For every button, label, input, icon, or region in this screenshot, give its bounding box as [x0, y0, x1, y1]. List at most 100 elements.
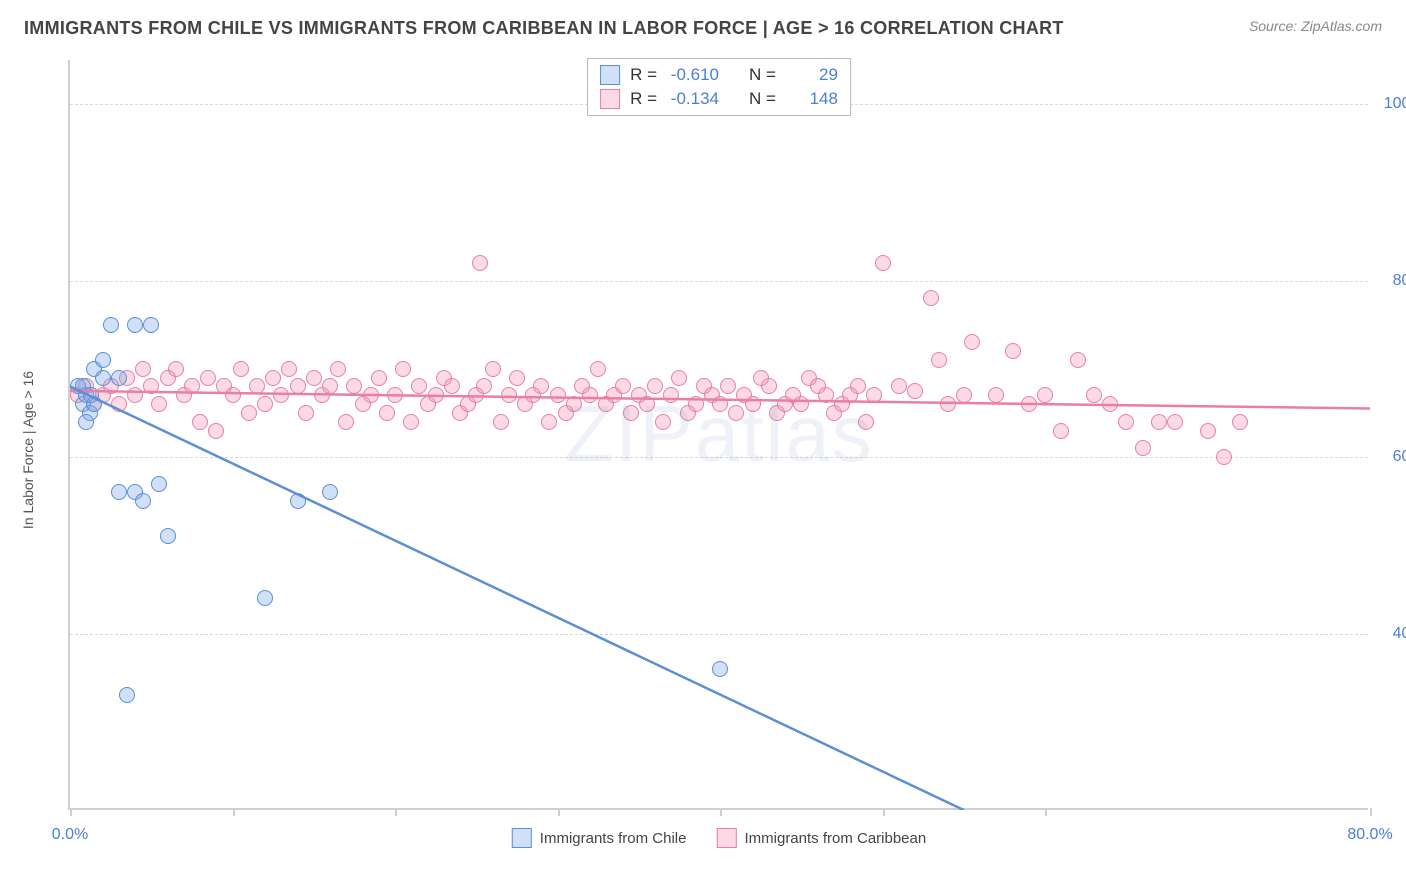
marker-caribbean	[168, 361, 184, 377]
marker-caribbean	[338, 414, 354, 430]
marker-caribbean	[265, 370, 281, 386]
plot-area: ZIPatlas R = -0.610 N = 29 R = -0.134 N …	[68, 60, 1368, 810]
marker-caribbean	[793, 396, 809, 412]
marker-caribbean	[472, 255, 488, 271]
marker-caribbean	[728, 405, 744, 421]
marker-caribbean	[192, 414, 208, 430]
marker-chile	[290, 493, 306, 509]
marker-caribbean	[655, 414, 671, 430]
swatch-chile	[600, 65, 620, 85]
marker-caribbean	[411, 378, 427, 394]
marker-chile	[111, 370, 127, 386]
marker-chile	[712, 661, 728, 677]
marker-caribbean	[1135, 440, 1151, 456]
marker-caribbean	[290, 378, 306, 394]
marker-caribbean	[866, 387, 882, 403]
legend-row-caribbean: R = -0.134 N = 148	[600, 87, 838, 111]
marker-caribbean	[671, 370, 687, 386]
marker-caribbean	[1151, 414, 1167, 430]
x-tick	[558, 808, 560, 816]
gridline-h	[70, 457, 1368, 458]
marker-caribbean	[712, 396, 728, 412]
marker-caribbean	[1021, 396, 1037, 412]
marker-chile	[119, 687, 135, 703]
marker-caribbean	[533, 378, 549, 394]
series-legend: Immigrants from Chile Immigrants from Ca…	[512, 828, 926, 848]
marker-caribbean	[395, 361, 411, 377]
marker-caribbean	[371, 370, 387, 386]
marker-caribbean	[322, 378, 338, 394]
marker-chile	[151, 476, 167, 492]
marker-chile	[83, 387, 99, 403]
gridline-h	[70, 281, 1368, 282]
marker-caribbean	[891, 378, 907, 394]
marker-caribbean	[306, 370, 322, 386]
swatch-caribbean	[716, 828, 736, 848]
marker-caribbean	[956, 387, 972, 403]
marker-caribbean	[1216, 449, 1232, 465]
n-value-caribbean: 148	[786, 89, 838, 109]
n-value-chile: 29	[786, 65, 838, 85]
marker-caribbean	[875, 255, 891, 271]
r-value-chile: -0.610	[667, 65, 719, 85]
source-label: Source: ZipAtlas.com	[1249, 18, 1382, 34]
marker-caribbean	[330, 361, 346, 377]
marker-caribbean	[623, 405, 639, 421]
marker-caribbean	[550, 387, 566, 403]
regression-caribbean	[70, 60, 1370, 810]
legend-row-chile: R = -0.610 N = 29	[600, 63, 838, 87]
legend-item-caribbean: Immigrants from Caribbean	[716, 828, 926, 848]
marker-caribbean	[582, 387, 598, 403]
x-tick-label: 0.0%	[52, 826, 88, 844]
x-tick	[233, 808, 235, 816]
r-label: R =	[630, 89, 657, 109]
legend-item-chile: Immigrants from Chile	[512, 828, 687, 848]
marker-chile	[257, 590, 273, 606]
marker-caribbean	[1086, 387, 1102, 403]
r-label: R =	[630, 65, 657, 85]
marker-caribbean	[566, 396, 582, 412]
marker-caribbean	[485, 361, 501, 377]
marker-caribbean	[1232, 414, 1248, 430]
marker-caribbean	[346, 378, 362, 394]
regression-chile	[70, 60, 1370, 810]
marker-caribbean	[720, 378, 736, 394]
marker-caribbean	[501, 387, 517, 403]
marker-caribbean	[208, 423, 224, 439]
marker-caribbean	[615, 378, 631, 394]
marker-caribbean	[249, 378, 265, 394]
marker-caribbean	[1070, 352, 1086, 368]
marker-chile	[143, 317, 159, 333]
marker-chile	[160, 528, 176, 544]
marker-caribbean	[1053, 423, 1069, 439]
y-tick-label: 60.0%	[1378, 448, 1406, 466]
marker-caribbean	[761, 378, 777, 394]
marker-caribbean	[151, 396, 167, 412]
marker-caribbean	[940, 396, 956, 412]
marker-caribbean	[688, 396, 704, 412]
marker-caribbean	[127, 387, 143, 403]
swatch-caribbean	[600, 89, 620, 109]
chart-container: In Labor Force | Age > 16 ZIPatlas R = -…	[50, 60, 1390, 840]
marker-caribbean	[387, 387, 403, 403]
marker-caribbean	[257, 396, 273, 412]
marker-caribbean	[907, 383, 923, 399]
legend-label-chile: Immigrants from Chile	[540, 830, 687, 847]
n-label: N =	[749, 65, 776, 85]
marker-caribbean	[1005, 343, 1021, 359]
y-axis-title: In Labor Force | Age > 16	[20, 371, 36, 529]
marker-caribbean	[1118, 414, 1134, 430]
y-tick-label: 100.0%	[1378, 95, 1406, 113]
marker-caribbean	[111, 396, 127, 412]
marker-caribbean	[493, 414, 509, 430]
marker-caribbean	[184, 378, 200, 394]
marker-caribbean	[444, 378, 460, 394]
marker-caribbean	[858, 414, 874, 430]
y-tick-label: 80.0%	[1378, 272, 1406, 290]
marker-caribbean	[363, 387, 379, 403]
y-tick-label: 40.0%	[1378, 625, 1406, 643]
marker-caribbean	[233, 361, 249, 377]
marker-caribbean	[647, 378, 663, 394]
marker-chile	[103, 317, 119, 333]
marker-chile	[78, 414, 94, 430]
